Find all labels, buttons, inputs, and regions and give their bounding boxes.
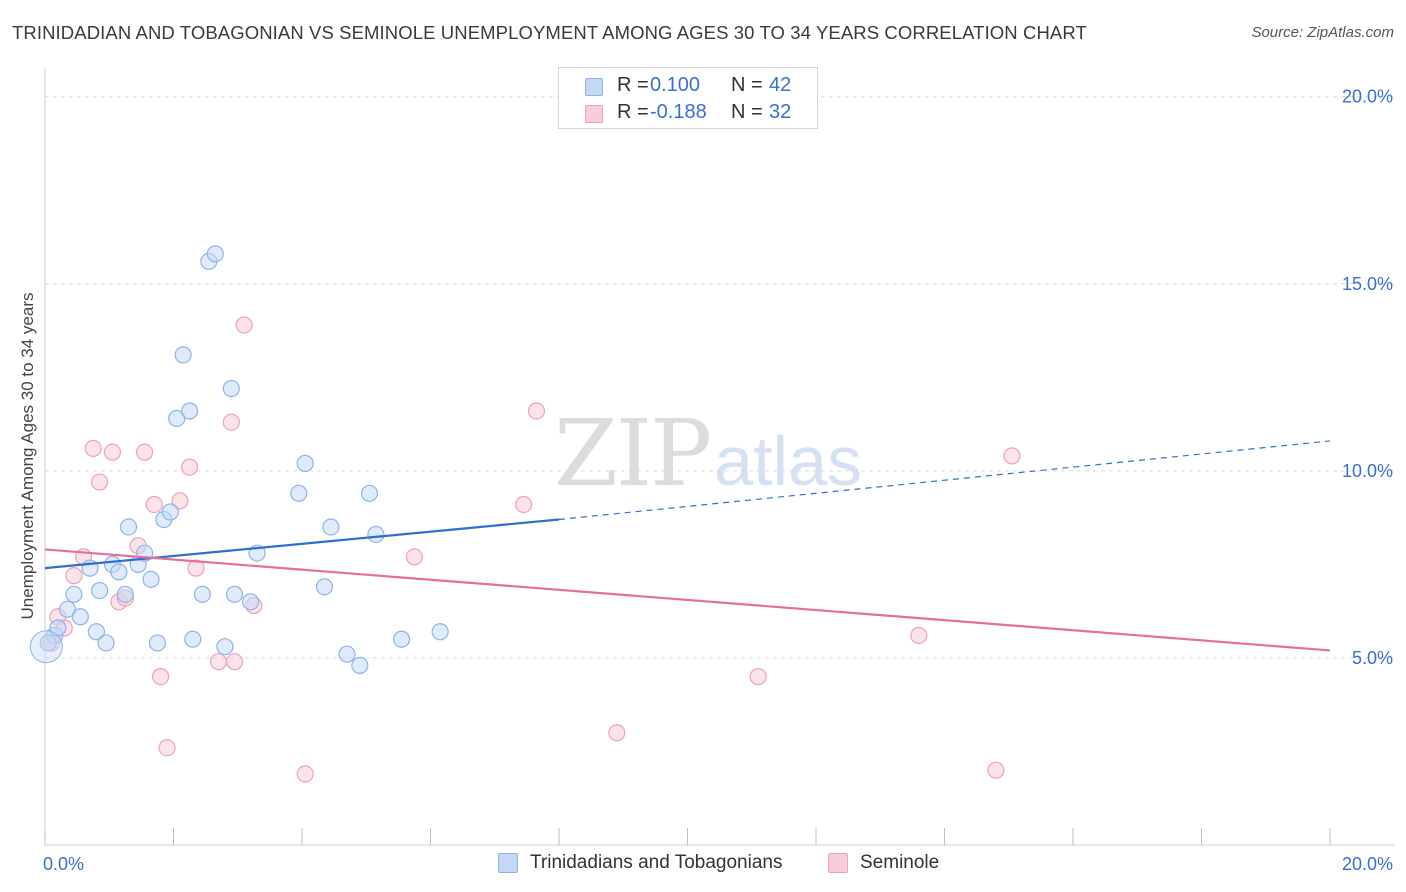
seminole-point [222,413,240,431]
bottom-legend-label: Trinidadians and Tobagonians [530,852,783,873]
trinidadian-point [71,608,89,626]
seminole-point [987,761,1005,779]
trinidadian-point [193,585,212,603]
correlation-legend: R = 0.100 N = 42 R = -0.188 N = 32 [558,67,818,129]
trinidadian-point [180,402,199,420]
seminole-point [225,653,244,671]
trinidadian-point [206,245,224,263]
x-tick-label: 0.0% [43,854,84,874]
trinidadian-point [216,638,234,656]
seminole-point [91,473,109,491]
trinidadian-point [65,585,83,603]
legend-swatch-pink [585,105,603,123]
legend-r-label: R = [617,101,649,123]
seminole-point [1003,447,1021,465]
trinidadian-point [116,585,134,603]
trinidadian-point [168,409,186,428]
seminole-point [296,765,314,783]
seminole-trend-line [44,548,1331,652]
trinidadian-point [58,600,77,618]
legend-r-label: R = [617,74,649,96]
trinidadian-point [322,518,340,536]
trinidadian-point [184,630,202,648]
trinidadian-point [174,346,192,364]
trinidadian-point [290,484,308,502]
trinidadian-point [392,630,411,648]
legend-r-value: 0.100 [650,74,701,96]
watermark: ZIPatlas [554,400,862,507]
seminole-point [103,443,122,461]
trinidadian-point [315,578,334,596]
seminole-point [145,495,163,514]
seminole-point [235,316,253,334]
seminole-point [65,567,83,585]
legend-r-value: -0.188 [650,101,707,123]
legend-n-label: N = [731,74,763,96]
seminole-point [187,559,205,577]
trinidadian-point [142,570,160,588]
seminole-point [171,492,189,510]
seminole-point [180,458,199,476]
seminole-point [749,668,767,686]
trinidadian-point [360,484,379,502]
seminole-point [158,739,176,757]
y-tick-label: 5.0% [1352,648,1393,668]
trinidadian-point [225,585,244,603]
trinidadian-point [119,518,138,536]
seminole-point [135,443,154,461]
trinidadian-point [242,593,260,611]
seminole-point [405,548,424,566]
legend-n-value: 42 [769,74,792,96]
trinidadian-point [367,525,385,544]
seminole-point [608,724,626,742]
trinidadian-point [148,634,167,652]
seminole-point [910,626,928,645]
seminole-point [84,439,102,458]
bottom-legend-label: Seminole [860,852,940,873]
x-tick-label: 20.0% [1342,854,1393,874]
y-tick-label: 10.0% [1342,461,1393,481]
legend-n-label: N = [731,101,763,123]
trinidadian-point [351,656,369,675]
trinidadian-point [161,503,179,521]
bottom-legend-swatch-blue [498,853,518,873]
source-label: Source: ZipAtlas.com [1251,24,1394,41]
trinidadian-point [296,454,314,472]
trinidadian-trend-line [44,518,560,570]
trinidadian-point [87,623,106,641]
bottom-legend-swatch-pink [828,853,848,873]
legend-n-value: 32 [769,101,792,123]
seminole-point [209,653,228,671]
seminole-point [515,495,533,514]
trinidadian-cluster-point [29,630,63,664]
chart-title: TRINIDADIAN AND TOBAGONIAN VS SEMINOLE U… [12,22,1087,43]
watermark-zip: ZIP [554,400,712,507]
trinidadian-point [39,634,57,652]
y-tick-label: 15.0% [1342,274,1393,294]
trinidadian-point [338,645,356,663]
watermark-atlas: atlas [714,422,863,500]
trinidadian-point [91,581,109,600]
legend-swatch-blue [585,78,603,96]
y-tick-label: 20.0% [1342,87,1393,107]
seminole-point [152,668,170,686]
trinidadian-point [97,634,115,652]
trinidadian-trend-extension [558,440,1331,521]
trinidadian-point [431,623,449,641]
trinidadian-point [110,563,128,581]
seminole-point [527,402,546,420]
trinidadian-point [222,379,240,398]
